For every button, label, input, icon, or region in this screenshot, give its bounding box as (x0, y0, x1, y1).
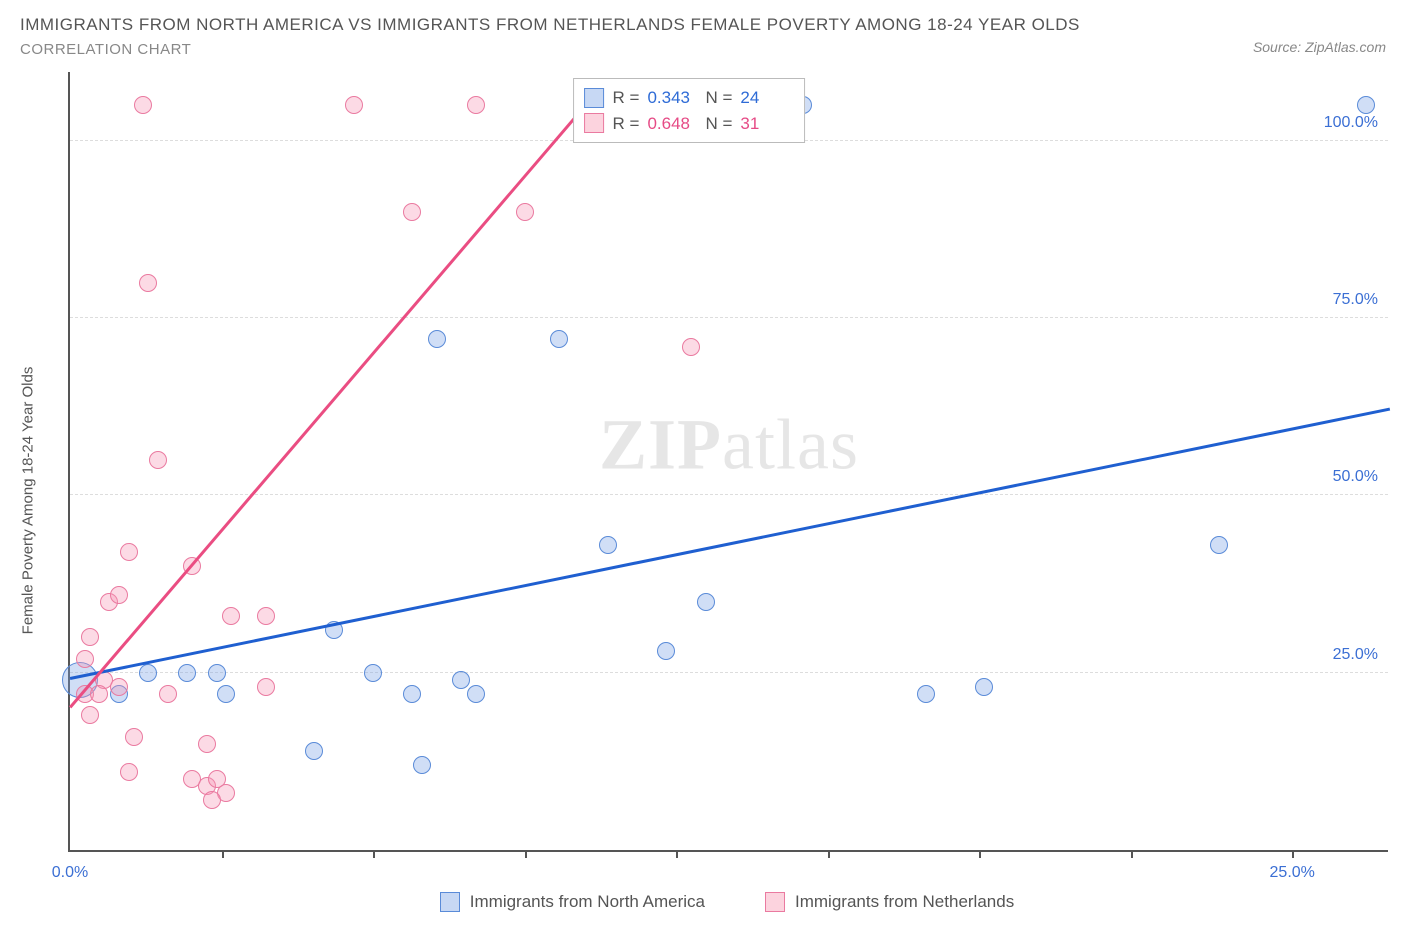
scatter-point (120, 543, 138, 561)
x-tick-mark (222, 850, 224, 858)
scatter-point (76, 650, 94, 668)
scatter-point (305, 742, 323, 760)
r-value: 0.648 (647, 111, 697, 137)
x-tick-label: 25.0% (1270, 864, 1315, 882)
scatter-point (81, 706, 99, 724)
y-tick-label: 50.0% (1333, 468, 1378, 486)
scatter-point (125, 728, 143, 746)
r-value: 0.343 (647, 85, 697, 111)
scatter-point (257, 607, 275, 625)
scatter-point (403, 685, 421, 703)
scatter-point (345, 96, 363, 114)
scatter-point (90, 685, 108, 703)
scatter-point (203, 791, 221, 809)
n-value: 31 (740, 111, 790, 137)
scatter-point (110, 586, 128, 604)
x-tick-mark (1292, 850, 1294, 858)
trend-line (70, 408, 1390, 680)
scatter-point (917, 685, 935, 703)
scatter-point (467, 685, 485, 703)
chart-container: Female Poverty Among 18-24 Year Olds ZIP… (20, 72, 1386, 912)
legend-item: Immigrants from Netherlands (765, 892, 1014, 912)
scatter-point (413, 756, 431, 774)
legend-row: R = 0.343 N = 24 (585, 85, 791, 111)
x-tick-mark (828, 850, 830, 858)
scatter-point (428, 330, 446, 348)
scatter-point (110, 678, 128, 696)
correlation-legend: R = 0.343 N = 24 R = 0.648 N = 31 (574, 78, 806, 143)
scatter-point (657, 642, 675, 660)
y-tick-label: 100.0% (1324, 114, 1378, 132)
scatter-point (403, 203, 421, 221)
scatter-point (217, 685, 235, 703)
r-label: R = (613, 111, 640, 137)
legend-swatch (585, 88, 605, 108)
legend-swatch (440, 892, 460, 912)
scatter-point (364, 664, 382, 682)
scatter-point (208, 664, 226, 682)
plot-area: ZIPatlas 25.0%50.0%75.0%100.0%0.0%25.0%R… (68, 72, 1388, 852)
chart-subtitle: CORRELATION CHART (20, 41, 1080, 58)
scatter-point (682, 338, 700, 356)
scatter-point (467, 96, 485, 114)
scatter-point (975, 678, 993, 696)
scatter-point (178, 664, 196, 682)
scatter-point (697, 593, 715, 611)
bottom-legend: Immigrants from North America Immigrants … (68, 892, 1386, 912)
scatter-point (159, 685, 177, 703)
x-tick-mark (525, 850, 527, 858)
chart-title: IMMIGRANTS FROM NORTH AMERICA VS IMMIGRA… (20, 15, 1080, 35)
scatter-point (139, 274, 157, 292)
x-tick-label: 0.0% (52, 864, 88, 882)
scatter-point (139, 664, 157, 682)
scatter-point (599, 536, 617, 554)
scatter-point (149, 451, 167, 469)
scatter-point (198, 735, 216, 753)
n-value: 24 (740, 85, 790, 111)
legend-label: Immigrants from Netherlands (795, 892, 1014, 912)
x-tick-mark (676, 850, 678, 858)
scatter-point (452, 671, 470, 689)
legend-swatch (765, 892, 785, 912)
watermark: ZIPatlas (599, 404, 859, 487)
scatter-point (120, 763, 138, 781)
y-axis-label: Female Poverty Among 18-24 Year Olds (20, 367, 37, 635)
x-tick-mark (1131, 850, 1133, 858)
y-tick-label: 75.0% (1333, 291, 1378, 309)
gridline (70, 494, 1388, 495)
gridline (70, 672, 1388, 673)
x-tick-mark (373, 850, 375, 858)
scatter-point (257, 678, 275, 696)
y-tick-label: 25.0% (1333, 646, 1378, 664)
n-label: N = (705, 111, 732, 137)
scatter-point (1210, 536, 1228, 554)
scatter-point (1357, 96, 1375, 114)
n-label: N = (705, 85, 732, 111)
gridline (70, 317, 1388, 318)
legend-label: Immigrants from North America (470, 892, 705, 912)
scatter-point (516, 203, 534, 221)
scatter-point (222, 607, 240, 625)
legend-swatch (585, 113, 605, 133)
legend-row: R = 0.648 N = 31 (585, 111, 791, 137)
r-label: R = (613, 85, 640, 111)
source-attribution: Source: ZipAtlas.com (1253, 39, 1386, 55)
scatter-point (81, 628, 99, 646)
scatter-point (134, 96, 152, 114)
trend-line (69, 89, 599, 708)
scatter-point (550, 330, 568, 348)
x-tick-mark (979, 850, 981, 858)
legend-item: Immigrants from North America (440, 892, 705, 912)
